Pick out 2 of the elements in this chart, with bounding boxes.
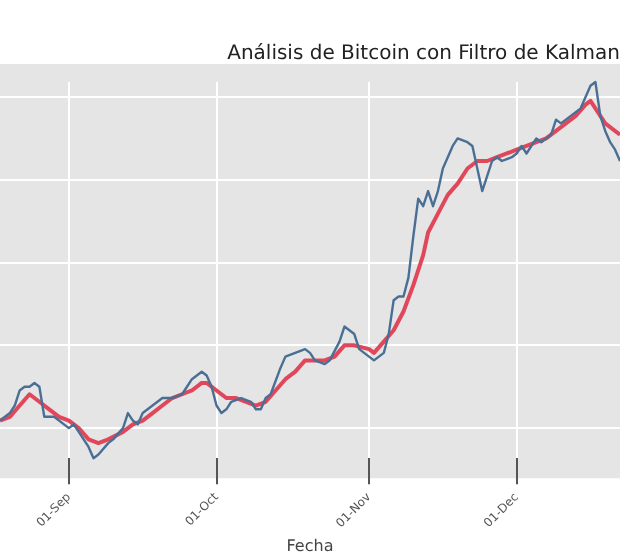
chart-title: Análisis de Bitcoin con Filtro de Kalman bbox=[227, 43, 620, 66]
x-axis-title: Fecha bbox=[286, 536, 334, 555]
